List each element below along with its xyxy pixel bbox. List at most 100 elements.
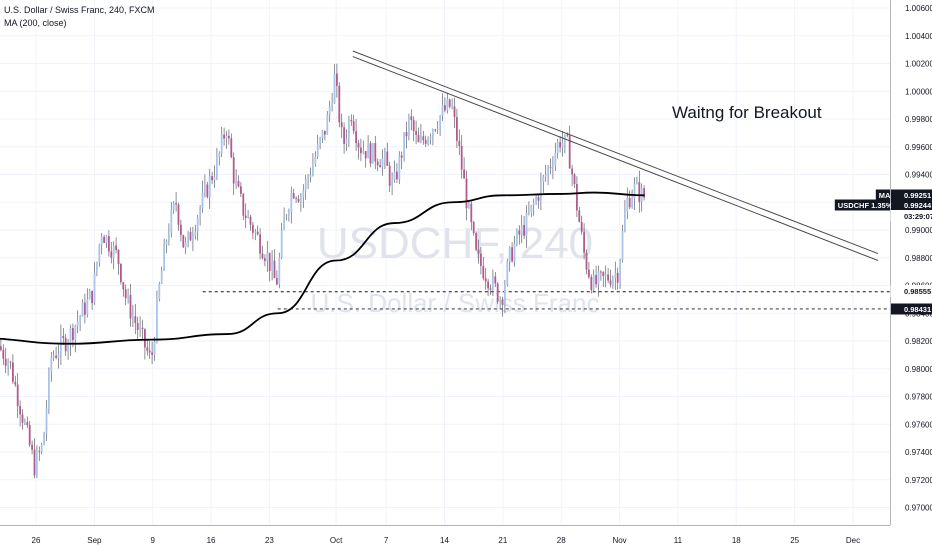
candle-up <box>436 128 439 130</box>
candle-down <box>465 178 468 209</box>
candle-down <box>340 122 343 128</box>
candle-down <box>352 121 355 132</box>
candle-down <box>523 224 525 236</box>
candle-up <box>309 175 312 178</box>
candle-up <box>74 325 77 340</box>
candle-down <box>590 277 593 291</box>
candle-up <box>283 216 285 231</box>
candle-down <box>115 245 117 250</box>
candle-down <box>616 272 619 283</box>
x-tick-label: 7 <box>384 536 389 545</box>
candle-up <box>636 182 638 184</box>
candle-up <box>532 202 535 206</box>
horizontal-levels[interactable] <box>202 291 890 310</box>
candle-down <box>33 449 36 476</box>
candle-down <box>141 327 144 330</box>
candle-up <box>345 139 348 144</box>
candle-down <box>448 99 451 107</box>
candle-down <box>72 328 74 340</box>
trendline <box>352 56 879 261</box>
candle-down <box>108 236 110 252</box>
annotation-text[interactable]: Waitng for Breakout <box>672 103 822 122</box>
candle-down <box>182 235 185 248</box>
candle-up <box>520 224 523 235</box>
candle-down <box>244 215 247 218</box>
price-tag-bg <box>890 210 932 222</box>
trendlines[interactable] <box>352 50 879 261</box>
watermark-ticker: USDCHF, 240 <box>317 219 593 268</box>
candle-up <box>278 257 281 285</box>
y-tick-label: 0.97000 <box>905 504 932 513</box>
candle-down <box>16 384 19 406</box>
y-tick-label: 0.98000 <box>905 365 932 374</box>
candle-down <box>583 231 585 253</box>
candle-up <box>362 151 365 154</box>
y-tick-label: 0.97800 <box>905 393 932 402</box>
candle-down <box>628 197 631 208</box>
candle-down <box>415 131 417 135</box>
candle-up <box>348 120 350 140</box>
candle-up <box>316 143 319 157</box>
candle-down <box>573 174 576 184</box>
candle-down <box>477 249 480 254</box>
candle-up <box>187 232 189 243</box>
x-tick-label: 18 <box>732 536 741 545</box>
candle-down <box>374 143 377 162</box>
legend-indicator[interactable]: MA (200, close) <box>4 18 67 28</box>
candle-up <box>300 196 302 202</box>
candle-down <box>463 169 465 179</box>
candle-down <box>223 134 225 139</box>
trendline <box>352 50 879 255</box>
candle-up <box>312 163 314 176</box>
candle-down <box>643 188 645 198</box>
legend-symbol[interactable]: U.S. Dollar / Swiss Franc, 240, FXCM <box>4 5 155 15</box>
candle-up <box>81 302 84 317</box>
candle-down <box>2 349 5 359</box>
candle-down <box>151 352 153 355</box>
candle-down <box>28 425 31 445</box>
x-tick-label: 21 <box>498 536 507 545</box>
candle-down <box>21 414 24 423</box>
y-tick-label: 0.97200 <box>905 476 932 485</box>
candle-up <box>592 274 595 291</box>
candle-up <box>331 102 333 107</box>
candle-down <box>360 147 362 154</box>
candle-up <box>247 216 249 218</box>
candle-up <box>540 182 542 201</box>
candle-down <box>444 105 446 111</box>
candle-up <box>398 155 401 180</box>
candle-down <box>537 197 540 201</box>
price-tag-value: 0.98555 <box>904 287 931 296</box>
candle-up <box>285 215 288 217</box>
candle-up <box>98 244 101 263</box>
candle-up <box>626 197 629 212</box>
candle-down <box>379 165 381 168</box>
candle-up <box>561 142 564 148</box>
candle-down <box>12 362 14 382</box>
candle-up <box>43 432 45 445</box>
candle-down <box>240 186 242 194</box>
candle-down <box>228 135 230 139</box>
candle-down <box>607 274 609 281</box>
candle-up <box>439 115 441 129</box>
candle-up <box>621 231 624 261</box>
candle-up <box>326 115 329 135</box>
candle-up <box>88 290 91 300</box>
candle-down <box>369 143 372 164</box>
candle-down <box>292 193 295 199</box>
candle-up <box>69 328 72 345</box>
candle-down <box>518 230 521 235</box>
y-tick-label: 0.97400 <box>905 448 932 457</box>
candle-down <box>232 157 235 184</box>
candle-down <box>237 180 240 187</box>
candle-down <box>501 299 504 305</box>
candle-down <box>453 106 456 118</box>
candle-up <box>158 283 161 299</box>
candle-down <box>576 183 578 211</box>
candle-up <box>504 284 506 305</box>
candle-down <box>460 145 463 170</box>
candle-up <box>132 316 134 319</box>
candle-up <box>288 211 290 216</box>
candle-up <box>100 236 103 245</box>
